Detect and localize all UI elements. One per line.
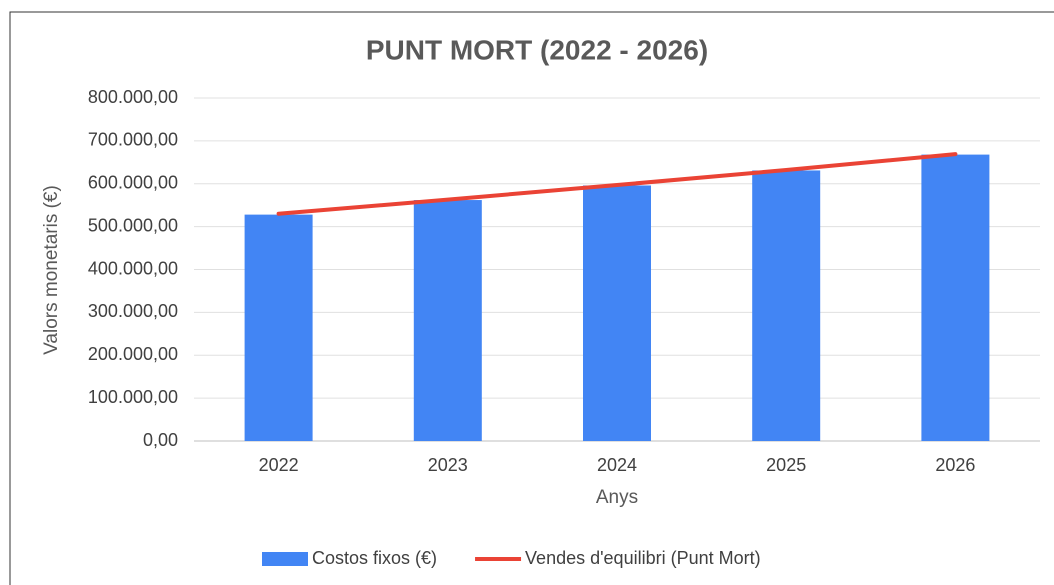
y-tick-label: 200.000,00 (88, 344, 178, 364)
y-tick-label: 0,00 (143, 430, 178, 450)
y-tick-label: 500.000,00 (88, 215, 178, 235)
bar (752, 170, 821, 442)
y-tick-label: 400.000,00 (88, 258, 178, 278)
x-axis-title: Anys (596, 487, 638, 508)
bar (583, 185, 651, 441)
y-tick-label: 700.000,00 (88, 130, 178, 150)
x-tick-label: 2026 (935, 455, 975, 475)
line (276, 152, 958, 216)
legend-label: Vendes d'equilibri (Punt Mort) (525, 548, 761, 568)
x-tick-label: 2022 (259, 455, 299, 475)
legend-label: Costos fixos (€) (312, 548, 437, 568)
chart-frame (9, 11, 1054, 585)
y-tick-label: 100.000,00 (88, 387, 178, 407)
x-tick-label: 2025 (766, 455, 806, 475)
bar (244, 214, 313, 441)
legend-swatch (262, 552, 308, 566)
y-tick-label: 300.000,00 (88, 301, 178, 321)
x-tick-label: 2023 (428, 455, 468, 475)
y-axis-title: Valors monetaris (€) (41, 185, 62, 355)
y-tick-label: 800.000,00 (88, 87, 178, 107)
x-tick-label: 2024 (597, 455, 637, 475)
bar (921, 154, 990, 441)
chart-title: PUNT MORT (2022 - 2026) (366, 34, 708, 65)
y-tick-label: 600.000,00 (88, 173, 178, 193)
bar (413, 200, 482, 441)
